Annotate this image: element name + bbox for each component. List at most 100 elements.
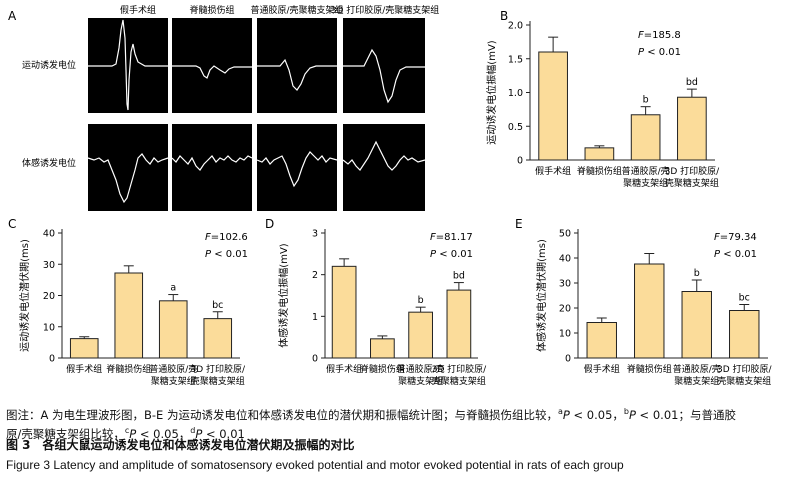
panel-b: B 运动诱发电位振幅(mV) 0 0.5 1.0 1.5 2.0 假手术组 脊髓损伤组 b 普通胶原… [485, 9, 720, 189]
y-tick-label-c: 30 [43, 260, 55, 271]
x-tick-label-e: 假手术组 [584, 363, 620, 375]
y-tick-label-c: 0 [49, 354, 55, 365]
x-tick-label-c: 普通胶原/壳 [149, 363, 197, 375]
bar-c [69, 338, 99, 359]
panel-e-letter: E [515, 217, 523, 231]
x-tick-label-b: 脊髓损伤组 [577, 165, 622, 177]
figure-3: A 假手术组 脊髓损伤组 普通胶原/壳聚糖支架组 3D 打印胶原/壳聚糖支架组 … [8, 4, 773, 387]
x-tick-label-b: 壳聚糖支架组 [665, 177, 719, 189]
y-tick-label-e: 0 [565, 354, 571, 365]
stat-p-b: P < 0.01 [638, 47, 681, 58]
bar-d [370, 338, 395, 359]
note-text-4: 原/壳聚糖支架组比较， [6, 426, 125, 441]
significance-mark-e: b [694, 268, 700, 279]
panel-a: A 假手术组 脊髓损伤组 普通胶原/壳聚糖支架组 3D 打印胶原/壳聚糖支架组 … [8, 4, 439, 211]
panel-d-letter: D [265, 217, 274, 231]
y-tick-label-b: 1.0 [508, 88, 523, 99]
significance-mark-e: bc [739, 293, 750, 304]
trace-box-ssep-sci [172, 124, 252, 211]
stat-f-value-d: =81.17 [436, 232, 473, 243]
bar-e [729, 310, 760, 359]
bar-c [158, 300, 188, 359]
figure-note: 图注：A 为电生理波形图，B-E 为运动诱发电位和体感诱发电位的潜伏期和振幅统计… [6, 404, 790, 442]
stat-f-d: F=81.17 [430, 232, 473, 243]
y-tick-label-c: 20 [43, 291, 55, 302]
panel-b-letter: B [500, 9, 508, 23]
panel-a-col-label-2: 脊髓损伤组 [189, 4, 234, 16]
x-tick-label-c: 假手术组 [66, 363, 102, 375]
x-tick-label-b: 聚糖支架组 [623, 177, 668, 189]
stat-f-value-b: =185.8 [644, 30, 681, 41]
ssep-trace-3d [342, 140, 426, 171]
note-sup-d: d [190, 425, 196, 435]
bar-d [408, 311, 433, 359]
stat-p-letter-b: P [638, 47, 645, 58]
bar-e [586, 322, 617, 359]
y-tick-label-b: 0.5 [508, 122, 523, 133]
significance-mark-b: bd [686, 77, 698, 88]
x-tick-label-e: 聚糖支架组 [674, 375, 719, 387]
significance-mark-c: a [170, 283, 176, 294]
significance-mark-b: b [643, 95, 649, 106]
stat-p-letter-e: P [714, 249, 721, 260]
stat-f-e: F=79.34 [714, 232, 757, 243]
ssep-trace-sci [171, 155, 253, 171]
stat-p-c: P < 0.01 [205, 249, 248, 260]
stat-f-letter-b: F [638, 30, 644, 41]
figure-title-en: Figure 3 Latency and amplitude of somato… [6, 458, 624, 472]
y-tick-label-b: 1.5 [508, 54, 523, 65]
y-tick-label-c: 40 [43, 229, 55, 240]
y-tick-label-b: 2.0 [508, 21, 523, 32]
note-p-1: P [562, 407, 570, 422]
y-tick-label-c: 10 [43, 322, 55, 333]
panel-c-letter: C [8, 217, 16, 231]
mep-trace-3d [343, 48, 425, 104]
stat-f-letter-d: F [430, 232, 436, 243]
x-tick-label-e: 3D 打印胶原/ [717, 363, 773, 375]
y-tick-label-e: 50 [559, 229, 571, 240]
panel-a-row-label-ssep: 体感诱发电位 [22, 157, 76, 169]
note-text-3: < 0.01；与普通胶 [635, 407, 736, 422]
trace-box-ssep-3d [343, 124, 425, 211]
stat-f-c: F=102.6 [205, 232, 248, 243]
panel-a-col-label-1: 假手术组 [120, 4, 156, 16]
y-tick-label-d: 2 [312, 270, 318, 281]
x-tick-label-d: 3D 打印胶原/ [432, 363, 488, 375]
y-tick-label-e: 20 [559, 304, 571, 315]
ssep-trace-sham [87, 153, 169, 204]
stat-p-d: P < 0.01 [430, 249, 473, 260]
bar-b [630, 114, 661, 161]
x-tick-label-b: 3D 打印胶原/ [665, 165, 721, 177]
y-tick-label-b: 0 [517, 156, 523, 167]
x-tick-label-b: 假手术组 [535, 165, 571, 177]
y-axis-label-e: 体感诱发电位潜伏期(ms) [535, 239, 548, 352]
bar-b [584, 147, 615, 161]
x-tick-label-d: 壳聚糖支架组 [432, 375, 486, 387]
note-p-4: P [195, 426, 203, 441]
ssep-trace-scaffold [256, 151, 338, 188]
significance-mark-c: bc [212, 300, 223, 311]
bar-c [203, 318, 233, 359]
bar-c [114, 272, 144, 359]
stat-p-value-d: < 0.01 [436, 249, 473, 260]
stat-p-letter-d: P [430, 249, 437, 260]
x-tick-label-e: 脊髓损伤组 [627, 363, 672, 375]
note-text-2: < 0.05， [569, 407, 624, 422]
note-text-6: < 0.01 [202, 426, 245, 441]
stat-p-value-c: < 0.01 [211, 249, 248, 260]
bar-b [538, 51, 568, 161]
note-text-5: < 0.05， [136, 426, 191, 441]
x-tick-label-e: 普通胶原/壳 [673, 363, 721, 375]
y-tick-label-d: 0 [312, 354, 318, 365]
stat-p-e: P < 0.01 [714, 249, 757, 260]
note-text-1: 图注：A 为电生理波形图，B-E 为运动诱发电位和体感诱发电位的潜伏期和振幅统计… [6, 407, 558, 422]
panel-a-letter: A [8, 9, 17, 23]
x-tick-label-c: 聚糖支架组 [151, 375, 196, 387]
stat-f-value-c: =102.6 [211, 232, 248, 243]
y-tick-label-e: 40 [559, 254, 571, 265]
x-tick-label-c: 脊髓损伤组 [106, 363, 151, 375]
note-sup-c: c [124, 425, 130, 435]
x-tick-label-c: 壳聚糖支架组 [191, 375, 245, 387]
stat-p-letter-c: P [205, 249, 212, 260]
